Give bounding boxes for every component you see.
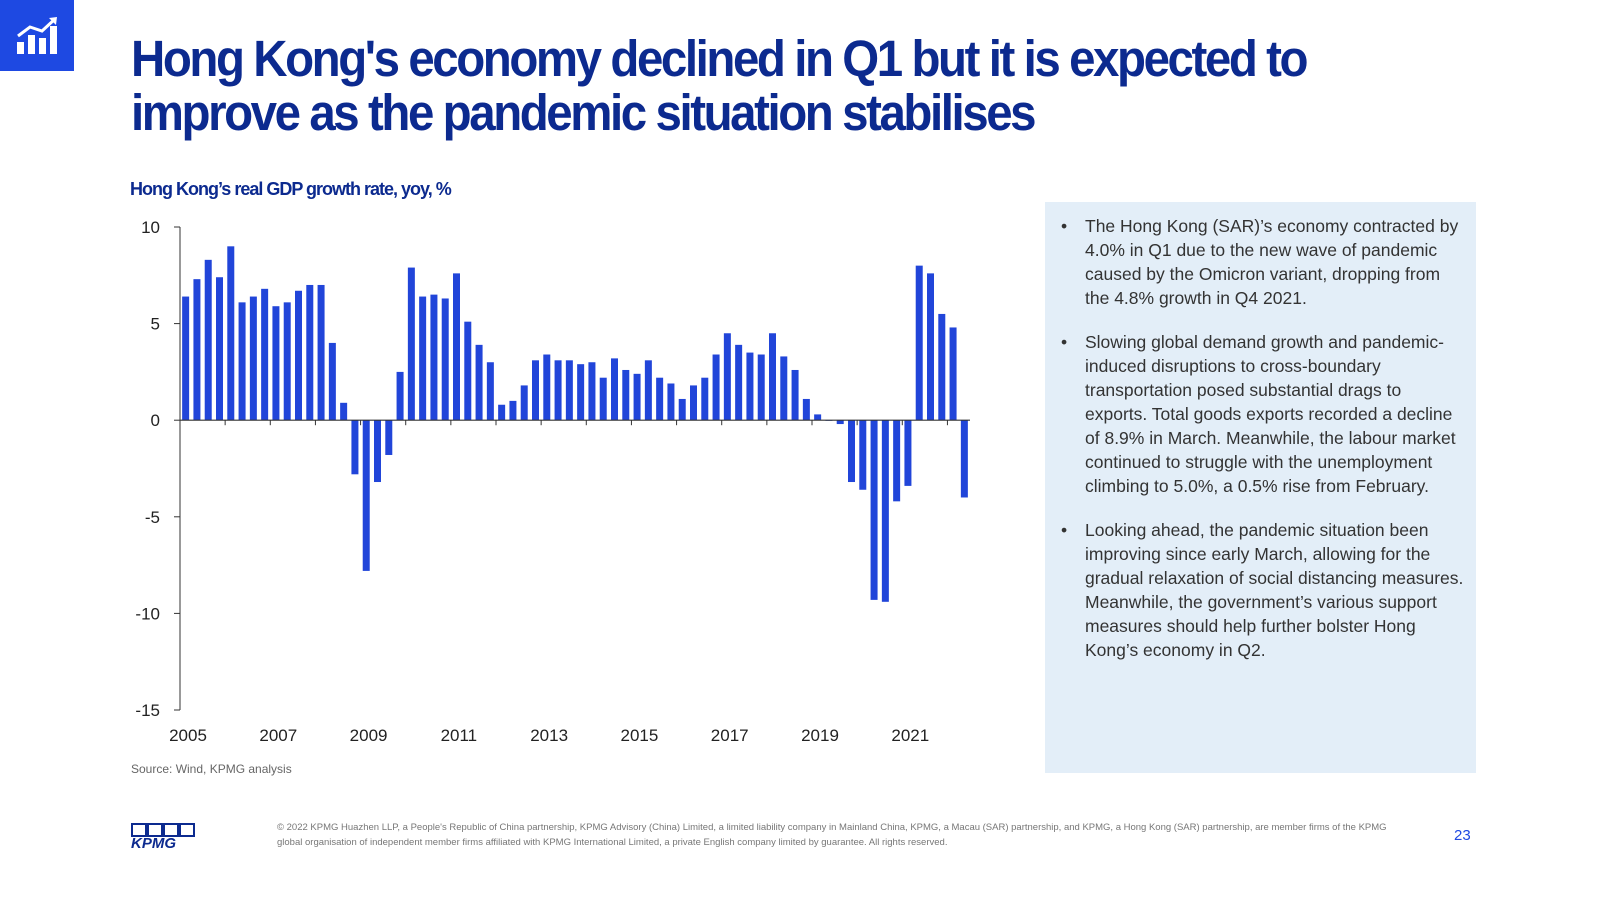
x-tick-label: 2019 bbox=[801, 726, 839, 745]
bar bbox=[870, 420, 878, 600]
bar bbox=[362, 420, 370, 571]
bar bbox=[814, 414, 822, 421]
bar bbox=[475, 344, 483, 421]
bar bbox=[859, 420, 867, 490]
bar bbox=[678, 398, 686, 421]
bar bbox=[701, 377, 709, 421]
bar bbox=[949, 327, 957, 421]
bar bbox=[295, 290, 302, 421]
x-tick-label: 2021 bbox=[891, 726, 929, 745]
bullet-item: Slowing global demand growth and pandemi… bbox=[1057, 330, 1468, 498]
page-number: 23 bbox=[1454, 827, 1471, 844]
bar bbox=[464, 321, 472, 421]
bar bbox=[340, 402, 348, 421]
bar bbox=[486, 362, 494, 421]
bar bbox=[712, 354, 720, 421]
bar bbox=[261, 288, 269, 421]
x-tick-label: 2011 bbox=[441, 726, 478, 745]
bar-chart-trend-icon bbox=[17, 16, 57, 54]
bar bbox=[238, 302, 246, 421]
bar bbox=[656, 377, 664, 421]
y-tick-label: -10 bbox=[135, 604, 160, 623]
bar bbox=[216, 277, 223, 421]
bar bbox=[317, 284, 325, 421]
bar bbox=[306, 284, 314, 421]
source-note: Source: Wind, KPMG analysis bbox=[131, 762, 292, 776]
bar bbox=[385, 420, 393, 455]
bar bbox=[396, 371, 404, 421]
bar bbox=[938, 313, 946, 421]
bar bbox=[543, 354, 551, 421]
x-tick-label: 2007 bbox=[259, 726, 297, 745]
bar bbox=[509, 400, 517, 421]
y-tick-label: -5 bbox=[145, 508, 160, 527]
bar bbox=[791, 369, 799, 421]
bar bbox=[520, 385, 528, 421]
bar bbox=[723, 333, 731, 421]
page-title: Hong Kong's economy declined in Q1 but i… bbox=[131, 30, 1309, 141]
bar bbox=[351, 420, 359, 475]
bar bbox=[904, 420, 912, 486]
x-tick-label: 2015 bbox=[621, 726, 659, 745]
bar bbox=[735, 344, 743, 421]
bar bbox=[328, 342, 336, 421]
bar bbox=[802, 398, 810, 421]
bar bbox=[204, 259, 212, 421]
bar bbox=[769, 333, 776, 421]
y-tick-label: -15 bbox=[135, 701, 160, 720]
bar bbox=[927, 273, 934, 421]
x-tick-label: 2017 bbox=[711, 726, 749, 745]
bar bbox=[554, 360, 562, 421]
bar bbox=[419, 296, 427, 421]
bar bbox=[780, 356, 788, 421]
bullet-item: Looking ahead, the pandemic situation be… bbox=[1057, 518, 1468, 662]
gdp-bar-chart: 10 5 0 -5 -10 -15 2005 2007 2009 2011 2013 2015 2017… bbox=[135, 218, 970, 745]
bar bbox=[498, 404, 506, 421]
y-tick-label: 5 bbox=[151, 315, 160, 334]
bar bbox=[249, 296, 257, 421]
bar bbox=[746, 352, 754, 421]
bar bbox=[565, 360, 573, 421]
bar bbox=[193, 279, 201, 421]
bar bbox=[960, 420, 968, 498]
bar bbox=[757, 354, 765, 421]
corner-badge bbox=[0, 0, 74, 71]
bar bbox=[667, 383, 675, 421]
y-tick-label: 0 bbox=[151, 411, 160, 430]
bar bbox=[374, 420, 381, 483]
y-tick-label: 10 bbox=[141, 218, 160, 237]
chart-title: Hong Kong’s real GDP growth rate, yoy, % bbox=[130, 179, 452, 199]
kpmg-logo: KPMG bbox=[131, 823, 195, 849]
x-tick-label: 2005 bbox=[169, 726, 207, 745]
bar bbox=[227, 246, 235, 421]
bar bbox=[588, 362, 596, 421]
bar bbox=[836, 420, 844, 425]
bullet-item: The Hong Kong (SAR)’s economy contracted… bbox=[1057, 214, 1468, 310]
bullet-list: The Hong Kong (SAR)’s economy contracted… bbox=[1057, 214, 1468, 662]
bar bbox=[848, 420, 855, 483]
bar bbox=[407, 267, 415, 421]
bar bbox=[881, 420, 889, 602]
commentary-panel: The Hong Kong (SAR)’s economy contracted… bbox=[1045, 202, 1476, 773]
bar bbox=[532, 360, 539, 421]
bar bbox=[893, 420, 901, 502]
bar bbox=[182, 296, 190, 421]
bar bbox=[633, 373, 641, 421]
bar bbox=[690, 385, 697, 421]
bar bbox=[441, 298, 449, 421]
copyright-footer: © 2022 KPMG Huazhen LLP, a People's Repu… bbox=[277, 822, 1387, 848]
x-tick-label: 2009 bbox=[350, 726, 388, 745]
bar bbox=[611, 358, 618, 421]
bar bbox=[622, 369, 630, 421]
bar bbox=[599, 377, 607, 421]
bar bbox=[644, 360, 652, 421]
x-tick-label: 2013 bbox=[530, 726, 568, 745]
bar bbox=[283, 302, 291, 421]
bar bbox=[577, 364, 585, 421]
kpmg-logo-text: KPMG bbox=[131, 835, 176, 849]
bar bbox=[272, 306, 280, 421]
bar bbox=[915, 265, 923, 421]
bar bbox=[430, 294, 438, 421]
bar bbox=[453, 273, 460, 421]
